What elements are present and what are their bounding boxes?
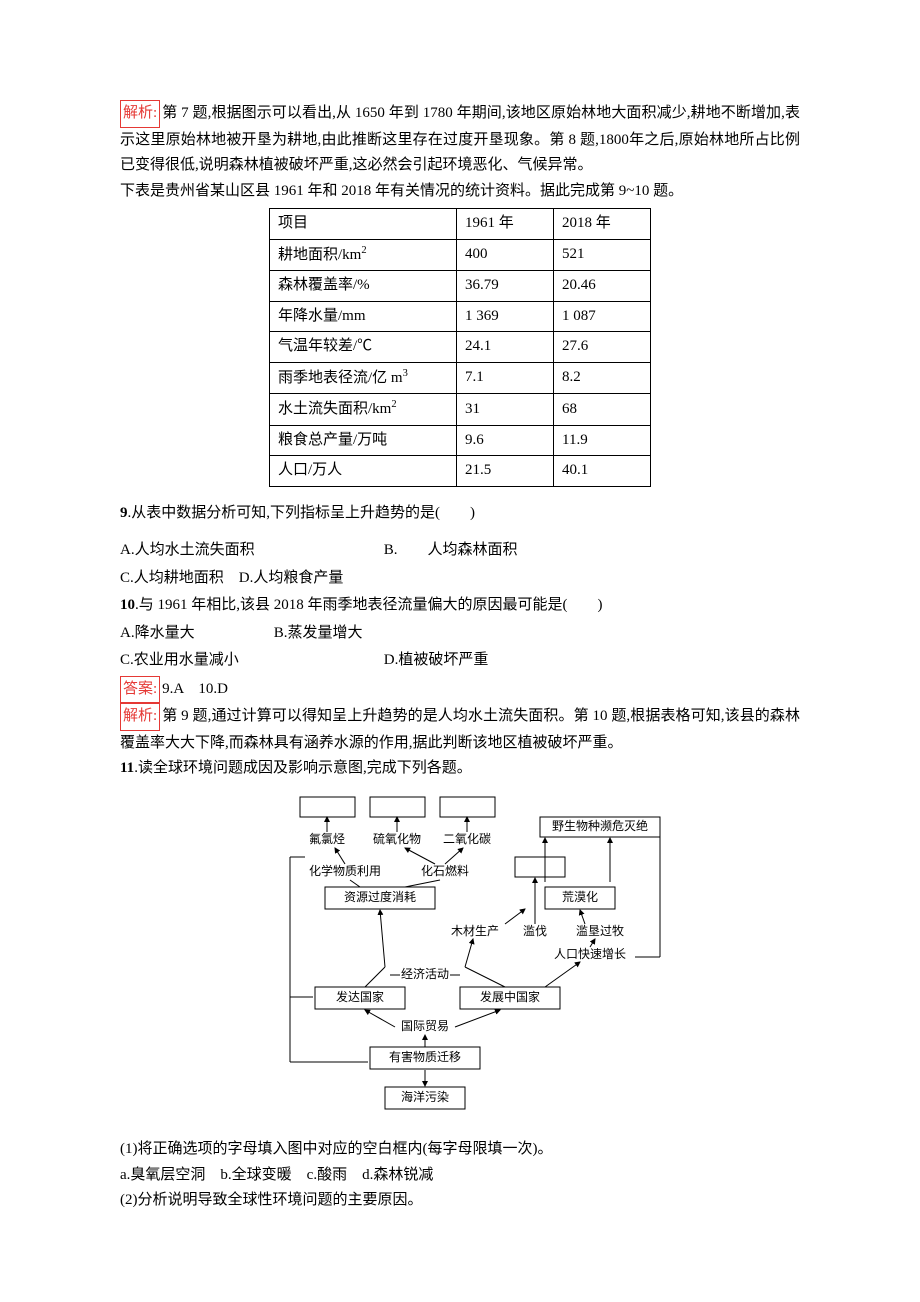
q9-options-line1: A.人均水土流失面积 B. 人均森林面积 — [120, 538, 800, 564]
analysis-7-8: 解析:第 7 题,根据图示可以看出,从 1650 年到 1780 年期间,该地区… — [120, 100, 800, 179]
stats-table: 项目 1961 年 2018 年 耕地面积/km2400521森林覆盖率/%36… — [269, 208, 651, 487]
q10-optC: C.农业用水量减小 — [120, 648, 380, 674]
q10-stem: .与 1961 年相比,该县 2018 年雨季地表径流量偏大的原因最可能是( ) — [135, 597, 603, 613]
col-item: 项目 — [270, 209, 457, 240]
d-r2-2: 二氧化碳 — [443, 831, 491, 845]
q9-optC: C.人均耕地面积 — [120, 570, 224, 586]
answer-9-10-text: 9.A 10.D — [162, 681, 228, 697]
cell-item: 气温年较差/℃ — [270, 332, 457, 363]
table-row: 雨季地表径流/亿 m37.18.2 — [270, 362, 651, 394]
d-r4b-1: 滥伐 — [523, 923, 547, 937]
q9-optB: B. 人均森林面积 — [384, 542, 518, 558]
cell-item: 耕地面积/km2 — [270, 239, 457, 271]
d-r4-left: 资源过度消耗 — [344, 888, 416, 903]
table-header-row: 项目 1961 年 2018 年 — [270, 209, 651, 240]
q10-optB: B.蒸发量增大 — [274, 625, 363, 641]
cell-2018: 521 — [554, 239, 651, 271]
q10-optA: A.降水量大 — [120, 621, 270, 647]
table-row: 气温年较差/℃24.127.6 — [270, 332, 651, 363]
cell-item: 雨季地表径流/亿 m3 — [270, 362, 457, 394]
question-9: 9.从表中数据分析可知,下列指标呈上升趋势的是( ) — [120, 501, 800, 527]
cell-item: 人口/万人 — [270, 456, 457, 487]
cell-1961: 9.6 — [457, 425, 554, 456]
d-r5: 经济活动 — [401, 965, 449, 980]
d-r6-left: 发达国家 — [336, 988, 384, 1003]
col-2018: 2018 年 — [554, 209, 651, 240]
cell-1961: 7.1 — [457, 362, 554, 394]
answer-label: 答案: — [120, 676, 160, 704]
q10-num: 10 — [120, 597, 135, 613]
table-row: 耕地面积/km2400521 — [270, 239, 651, 271]
d-r4-right: 荒漠化 — [562, 889, 598, 903]
q9-optA: A.人均水土流失面积 — [120, 538, 380, 564]
q11-sub1: (1)将正确选项的字母填入图中对应的空白框内(每字母限填一次)。 — [120, 1137, 800, 1163]
cell-item: 水土流失面积/km2 — [270, 394, 457, 426]
env-diagram: .bx { fill:#fff; stroke:#000; stroke-wid… — [245, 792, 675, 1132]
table-row: 水土流失面积/km23168 — [270, 394, 651, 426]
d-r3-0: 化学物质利用 — [309, 862, 381, 877]
question-11: 11.读全球环境问题成因及影响示意图,完成下列各题。 — [120, 756, 800, 782]
d-r8: 有害物质迁移 — [389, 1048, 461, 1063]
cell-1961: 31 — [457, 394, 554, 426]
answer-9-10: 答案:9.A 10.D — [120, 676, 800, 704]
q11-opts: a.臭氧层空洞 b.全球变暖 c.酸雨 d.森林锐减 — [120, 1163, 800, 1189]
analysis-9-10-text: 第 9 题,通过计算可以得知呈上升趋势的是人均水土流失面积。第 10 题,根据表… — [120, 708, 800, 751]
cell-2018: 1 087 — [554, 301, 651, 332]
cell-1961: 36.79 — [457, 271, 554, 302]
table-row: 年降水量/mm1 3691 087 — [270, 301, 651, 332]
question-10: 10.与 1961 年相比,该县 2018 年雨季地表径流量偏大的原因最可能是(… — [120, 593, 800, 619]
table-intro: 下表是贵州省某山区县 1961 年和 2018 年有关情况的统计资料。据此完成第… — [120, 179, 800, 205]
cell-1961: 400 — [457, 239, 554, 271]
q9-options-line2: C.人均耕地面积 D.人均粮食产量 — [120, 566, 800, 592]
d-r2-0: 氟氯烃 — [309, 831, 345, 845]
cell-2018: 40.1 — [554, 456, 651, 487]
table-row: 人口/万人21.540.1 — [270, 456, 651, 487]
d-r6-right: 发展中国家 — [480, 988, 540, 1003]
d-r2-1: 硫氧化物 — [373, 830, 421, 845]
q9-optD: D.人均粮食产量 — [239, 570, 344, 586]
d-r4c: 人口快速增长 — [554, 946, 626, 960]
q9-num: 9 — [120, 505, 128, 521]
d-top-right: 野生物种濒危灭绝 — [552, 817, 648, 832]
cell-1961: 24.1 — [457, 332, 554, 363]
q11-num: 11 — [120, 760, 134, 776]
d-r7: 国际贸易 — [401, 1018, 449, 1032]
d-r9: 海洋污染 — [401, 1088, 449, 1103]
q11-sub2: (2)分析说明导致全球性环境问题的主要原因。 — [120, 1188, 800, 1214]
table-row: 粮食总产量/万吨9.611.9 — [270, 425, 651, 456]
q10-options-line1: A.降水量大 B.蒸发量增大 — [120, 621, 800, 647]
q10-options-line2: C.农业用水量减小 D.植被破坏严重 — [120, 648, 800, 674]
cell-2018: 8.2 — [554, 362, 651, 394]
cell-2018: 68 — [554, 394, 651, 426]
col-1961: 1961 年 — [457, 209, 554, 240]
q11-stem: .读全球环境问题成因及影响示意图,完成下列各题。 — [134, 760, 472, 776]
cell-item: 年降水量/mm — [270, 301, 457, 332]
analysis-9-10: 解析:第 9 题,通过计算可以得知呈上升趋势的是人均水土流失面积。第 10 题,… — [120, 703, 800, 756]
d-r4b-0: 木材生产 — [451, 923, 499, 937]
analysis-7-8-text: 第 7 题,根据图示可以看出,从 1650 年到 1780 年期间,该地区原始林… — [120, 105, 800, 173]
cell-item: 森林覆盖率/% — [270, 271, 457, 302]
cell-2018: 20.46 — [554, 271, 651, 302]
d-r3-1: 化石燃料 — [421, 862, 469, 877]
cell-2018: 11.9 — [554, 425, 651, 456]
cell-2018: 27.6 — [554, 332, 651, 363]
analysis-label: 解析: — [120, 100, 160, 128]
cell-item: 粮食总产量/万吨 — [270, 425, 457, 456]
cell-1961: 1 369 — [457, 301, 554, 332]
d-r4b-2: 滥垦过牧 — [576, 923, 624, 937]
analysis-label-2: 解析: — [120, 703, 160, 731]
q10-optD: D.植被破坏严重 — [384, 652, 489, 668]
diagram-svg: .bx { fill:#fff; stroke:#000; stroke-wid… — [245, 792, 675, 1122]
table-row: 森林覆盖率/%36.7920.46 — [270, 271, 651, 302]
cell-1961: 21.5 — [457, 456, 554, 487]
q9-stem: .从表中数据分析可知,下列指标呈上升趋势的是( ) — [128, 505, 476, 521]
